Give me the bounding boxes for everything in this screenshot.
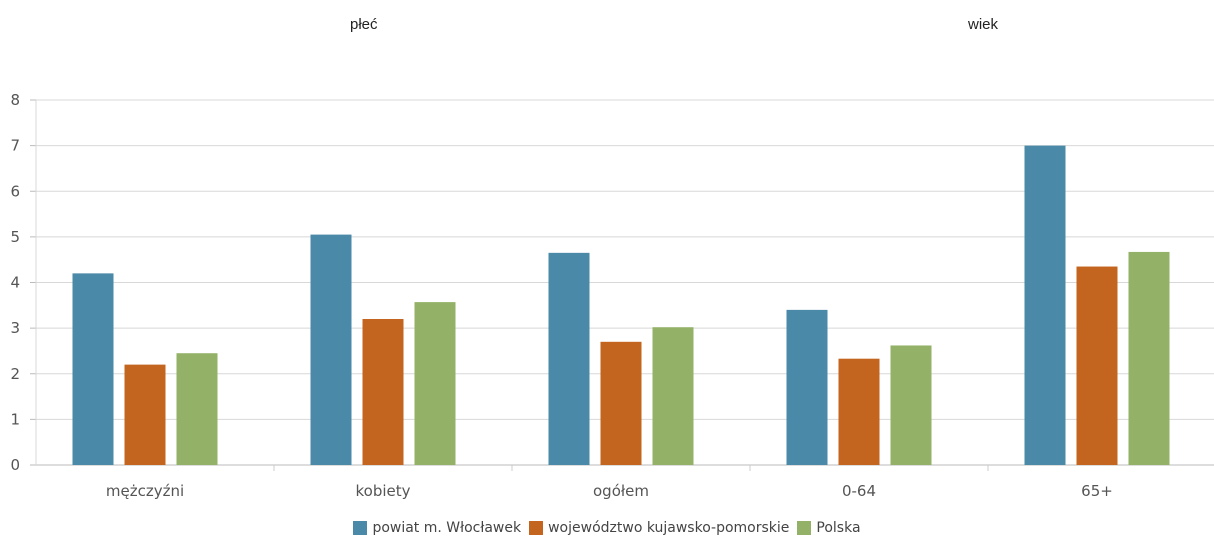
y-tick-label: 5 xyxy=(10,228,20,246)
bar[interactable] xyxy=(310,234,352,465)
x-category-label: 65+ xyxy=(1081,482,1113,500)
bar[interactable] xyxy=(1024,145,1066,465)
y-tick-label: 6 xyxy=(10,182,20,200)
y-tick-label: 7 xyxy=(10,137,20,155)
legend-item[interactable]: Polska xyxy=(797,520,861,536)
bar[interactable] xyxy=(548,252,590,465)
y-tick-label: 1 xyxy=(10,410,20,428)
gridlines xyxy=(30,99,1214,466)
bar-chart: 0 1 2 3 4 5 6 7 8 mężczyźni kobiety ogółem 0-64 65+ xyxy=(10,91,1214,500)
legend-swatch xyxy=(797,521,812,535)
group-title-age: wiek xyxy=(968,16,999,33)
legend-item[interactable]: województwo kujawsko-pomorskie xyxy=(529,520,789,536)
bar[interactable] xyxy=(1128,251,1170,465)
bar[interactable] xyxy=(786,309,828,465)
group-title-sex: płeć xyxy=(350,16,378,33)
bar[interactable] xyxy=(1076,266,1118,465)
bars xyxy=(72,145,1170,465)
bar[interactable] xyxy=(72,273,114,465)
legend-swatch xyxy=(529,521,544,535)
bar[interactable] xyxy=(890,345,932,465)
y-tick-label: 4 xyxy=(10,274,20,292)
legend-label: województwo kujawsko-pomorskie xyxy=(548,520,790,536)
legend-label: Polska xyxy=(816,520,861,536)
legend-label: powiat m. Włocławek xyxy=(372,520,522,536)
bar[interactable] xyxy=(838,358,880,465)
x-category-label: mężczyźni xyxy=(106,482,184,500)
x-category-label: 0-64 xyxy=(842,482,876,500)
bar[interactable] xyxy=(124,364,166,465)
y-axis-ticks: 0 1 2 3 4 5 6 7 8 xyxy=(10,91,20,474)
legend: powiat m. Włocławek województwo kujawsko-… xyxy=(0,520,1214,536)
legend-swatch xyxy=(353,521,368,535)
y-tick-label: 2 xyxy=(10,365,20,383)
y-tick-label: 0 xyxy=(10,456,20,474)
x-category-label: ogółem xyxy=(593,482,649,500)
x-axis: mężczyźni kobiety ogółem 0-64 65+ xyxy=(106,465,1113,500)
y-tick-label: 3 xyxy=(10,319,20,337)
y-tick-label: 8 xyxy=(10,91,20,109)
bar[interactable] xyxy=(600,341,642,465)
bar[interactable] xyxy=(414,302,456,465)
bar[interactable] xyxy=(176,353,218,465)
bar[interactable] xyxy=(362,319,404,465)
bar[interactable] xyxy=(652,327,694,465)
x-category-label: kobiety xyxy=(355,482,410,500)
legend-item[interactable]: powiat m. Włocławek xyxy=(353,520,521,536)
